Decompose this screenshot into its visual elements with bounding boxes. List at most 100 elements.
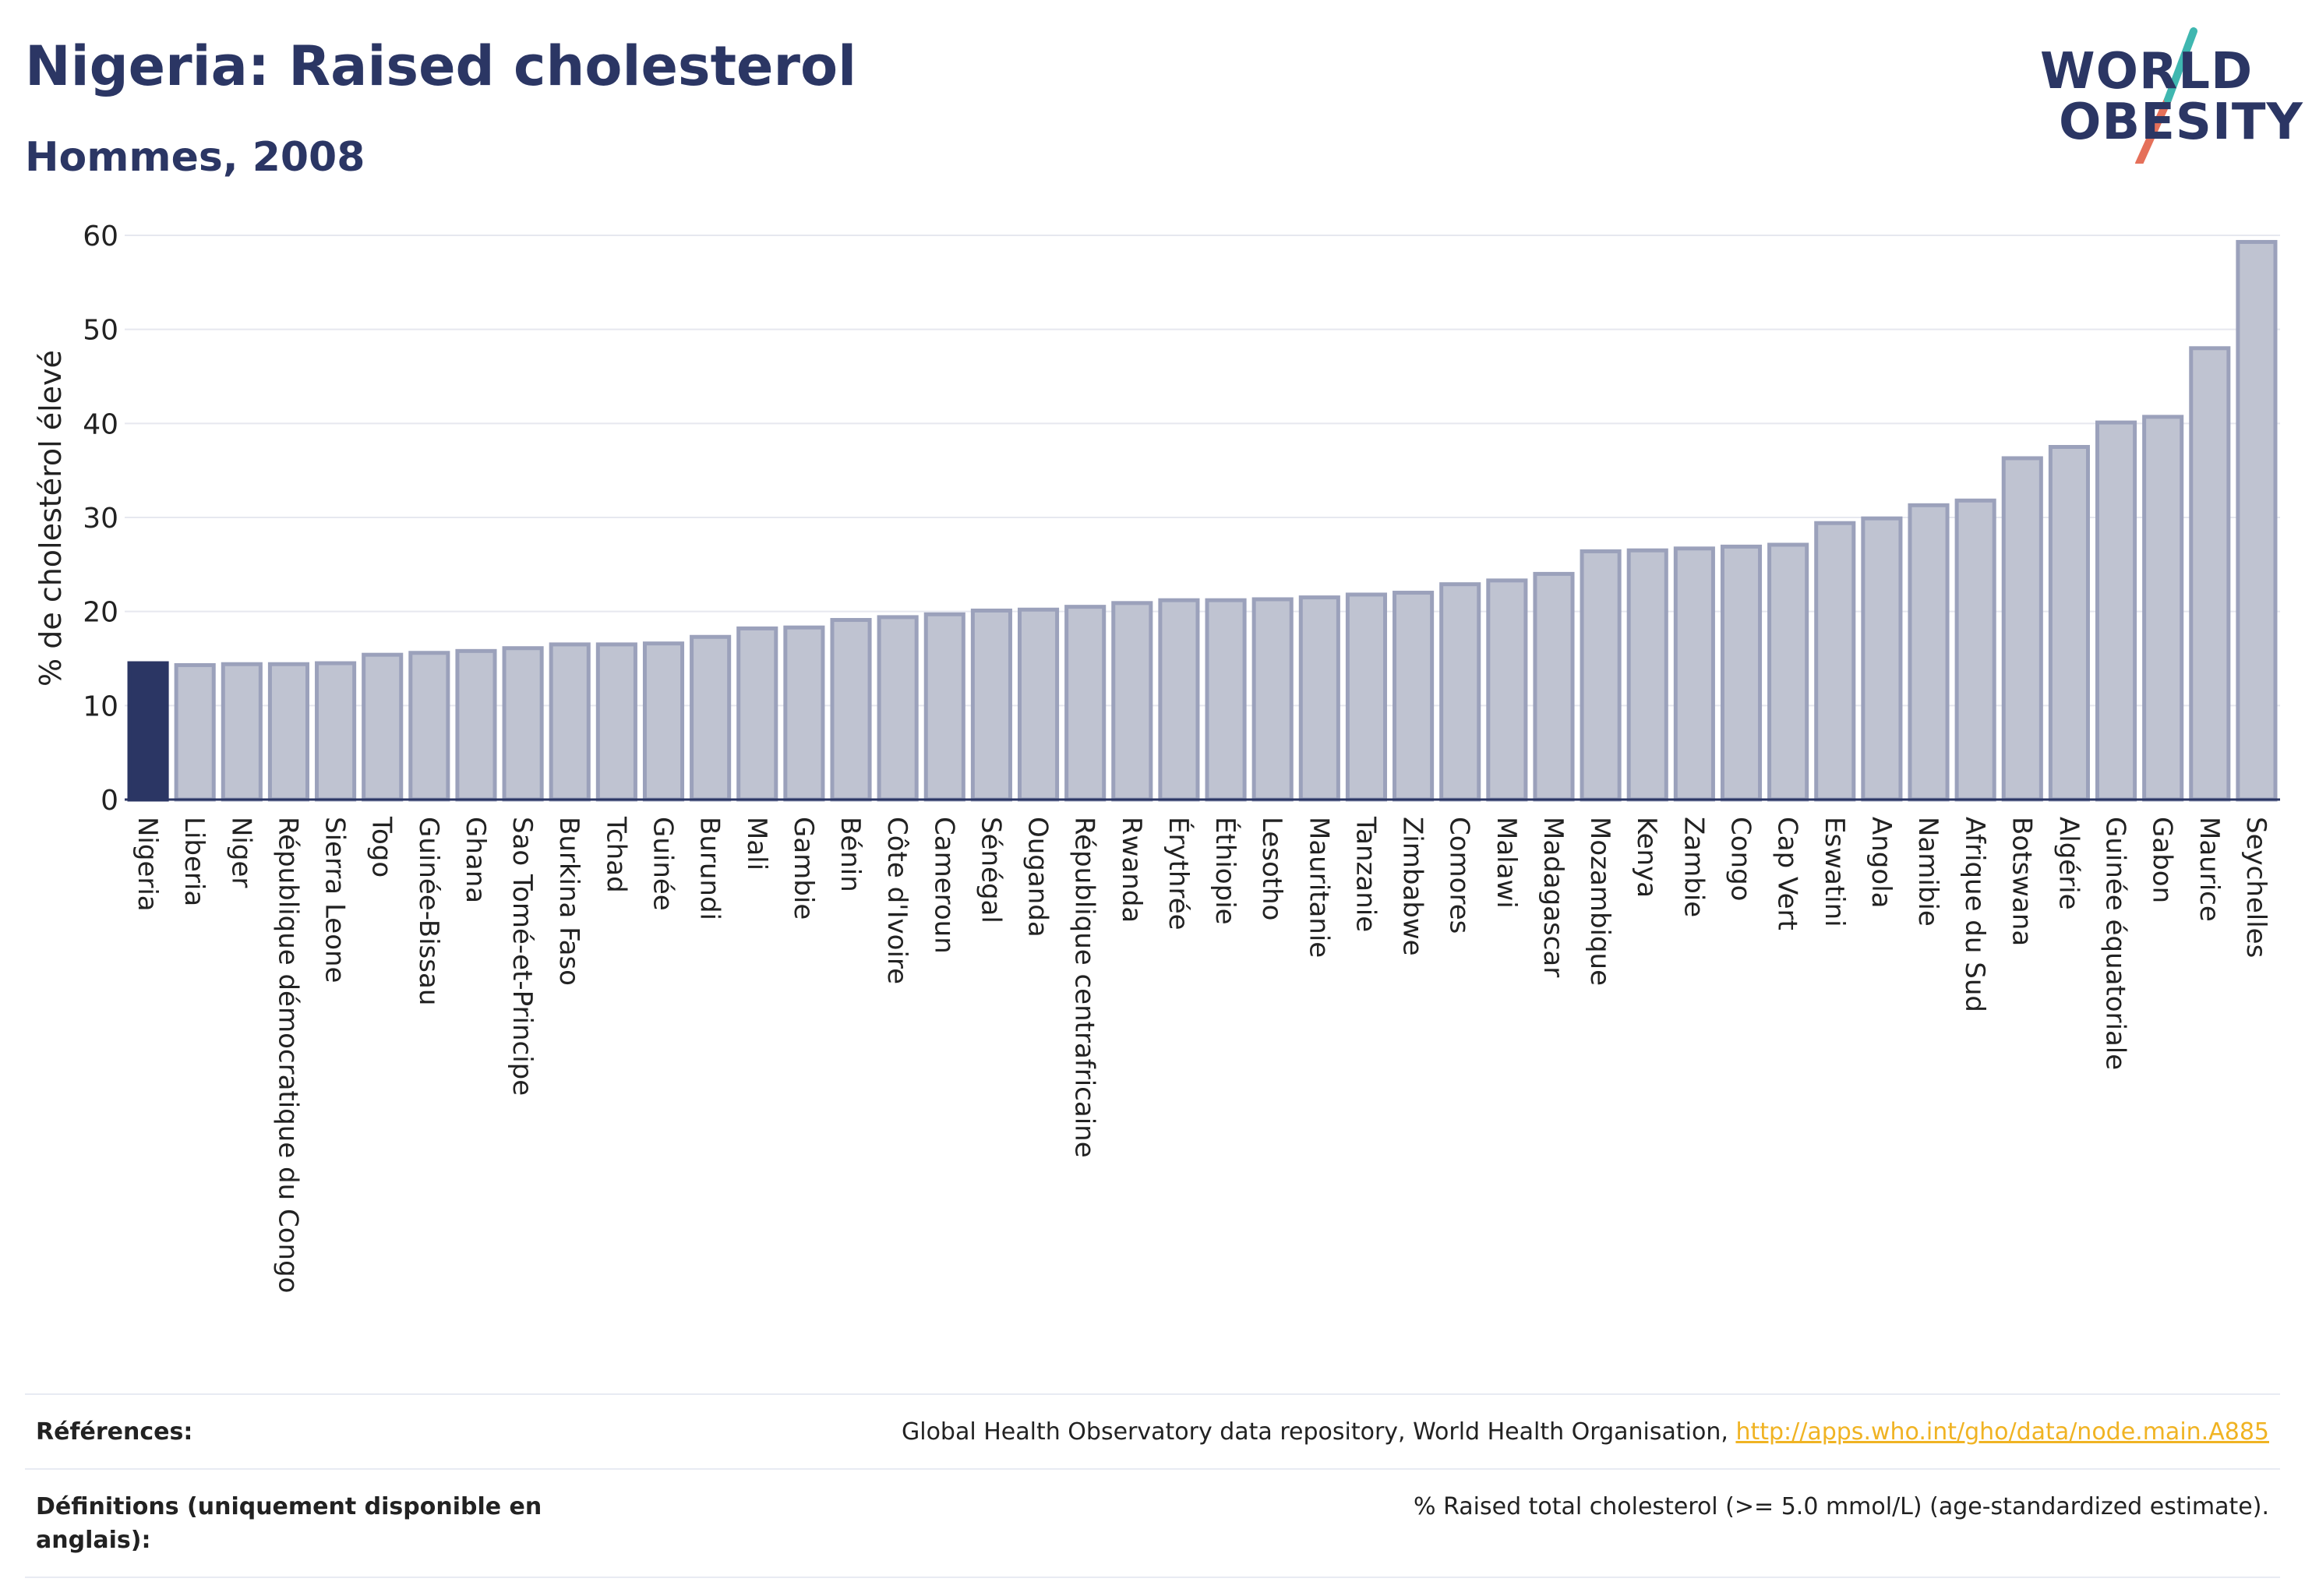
x-tick-label: Gambie	[788, 817, 819, 920]
bar-30[interactable]	[1533, 571, 1575, 802]
references-text: Global Health Observatory data repositor…	[902, 1418, 1728, 1446]
x-tick-label: Eswatini	[1819, 817, 1850, 927]
x-tick-label: Algérie	[2053, 817, 2084, 910]
x-tick-label: Tanzanie	[1350, 816, 1381, 932]
bar-43[interactable]	[2142, 415, 2184, 802]
bar-6[interactable]	[408, 651, 450, 802]
bar-9[interactable]	[549, 642, 591, 802]
bar-15[interactable]	[830, 618, 872, 802]
y-tick-label: 20	[83, 597, 118, 629]
bar-20[interactable]	[1064, 605, 1107, 802]
x-tick-label: Botswana	[2006, 817, 2037, 946]
y-tick-label: 40	[83, 408, 118, 440]
bar-2[interactable]	[221, 662, 263, 802]
y-tick-label: 30	[83, 503, 118, 535]
references-link[interactable]: http://apps.who.int/gho/data/node.main.A…	[1735, 1418, 2269, 1446]
bar-7[interactable]	[455, 648, 497, 802]
x-tick-label: Tchad	[600, 816, 631, 893]
y-tick-label: 50	[83, 315, 118, 347]
x-tick-label: Seychelles	[2240, 817, 2271, 958]
bar-26[interactable]	[1345, 592, 1388, 802]
x-tick-label: Guinée	[648, 817, 679, 911]
x-tick-label: République centrafricaine	[1069, 817, 1100, 1158]
bar-39[interactable]	[1954, 498, 1996, 802]
x-tick-label: Burundi	[694, 817, 725, 920]
bar-16[interactable]	[877, 615, 919, 802]
x-tick-label: Rwanda	[1116, 817, 1147, 923]
x-tick-label: Cap Vert	[1772, 817, 1803, 930]
bar-10[interactable]	[595, 642, 637, 802]
bar-35[interactable]	[1767, 542, 1809, 802]
bar-41[interactable]	[2048, 445, 2090, 802]
x-tick-label: Liberia	[178, 817, 210, 906]
x-tick-label: Ghana	[460, 817, 491, 903]
references-label: Références:	[36, 1418, 193, 1446]
bar-33[interactable]	[1673, 546, 1715, 802]
x-tick-label: Congo	[1725, 817, 1756, 901]
bar-45[interactable]	[2236, 239, 2278, 802]
bar-28[interactable]	[1439, 582, 1481, 802]
bar-4[interactable]	[315, 661, 357, 802]
x-tick-label: Angola	[1866, 817, 1897, 908]
bar-0[interactable]	[127, 661, 169, 802]
chart-title: Nigeria: Raised cholesterol	[25, 34, 857, 98]
bar-37[interactable]	[1861, 516, 1903, 802]
x-tick-label: Guinée équatoriale	[2100, 817, 2131, 1070]
x-tick-label: Afrique du Sud	[1959, 817, 1990, 1012]
bar-17[interactable]	[923, 612, 965, 802]
logo-slash-icon	[2135, 27, 2197, 164]
x-tick-label: Lesotho	[1256, 817, 1287, 920]
bar-22[interactable]	[1158, 598, 1200, 802]
x-tick-label: Kenya	[1631, 817, 1662, 898]
y-tick-label: 0	[101, 785, 118, 817]
bar-42[interactable]	[2095, 420, 2137, 802]
bar-32[interactable]	[1626, 548, 1668, 802]
bar-13[interactable]	[736, 626, 778, 802]
logo-line-2: OBESITY	[2059, 94, 2303, 151]
x-tick-label: Zimbabwe	[1397, 817, 1428, 956]
bar-18[interactable]	[970, 608, 1012, 802]
bar-31[interactable]	[1580, 549, 1622, 802]
x-tick-label: Sénégal	[975, 817, 1006, 923]
x-tick-label: Mauritanie	[1303, 817, 1334, 958]
x-tick-label: Mali	[741, 817, 772, 870]
bar-3[interactable]	[267, 662, 310, 802]
y-axis-label: % de cholestérol élevé	[34, 350, 68, 687]
bar-36[interactable]	[1814, 521, 1856, 802]
bar-38[interactable]	[1908, 503, 1950, 802]
x-tick-label: Burkina Faso	[553, 817, 584, 986]
x-tick-label: Maurice	[2194, 817, 2225, 922]
bar-23[interactable]	[1205, 598, 1247, 802]
bar-29[interactable]	[1486, 578, 1528, 802]
world-obesity-logo: WORLD OBESITY	[2034, 23, 2303, 164]
chart-subtitle: Hommes, 2008	[25, 134, 365, 181]
bar-19[interactable]	[1017, 607, 1060, 802]
bar-40[interactable]	[2001, 456, 2043, 802]
references-row: Références: Global Health Observatory da…	[25, 1393, 2280, 1468]
x-tick-label: Togo	[366, 816, 397, 877]
bar-44[interactable]	[2189, 346, 2231, 802]
bar-8[interactable]	[502, 646, 544, 802]
bar-25[interactable]	[1298, 595, 1340, 802]
logo-line-1: WORLD	[2040, 43, 2254, 101]
x-tick-label: Sierra Leone	[319, 817, 351, 983]
y-axis: 0 10 20 30 40 50 60	[83, 221, 118, 817]
x-tick-label: Comores	[1444, 817, 1475, 934]
x-tick-label: Nigeria	[132, 817, 163, 912]
x-tick-label: Guinée-Bissau	[413, 817, 444, 1005]
bar-12[interactable]	[690, 634, 732, 802]
bar-27[interactable]	[1393, 591, 1435, 802]
bar-11[interactable]	[642, 641, 685, 802]
definitions-label: Définitions (uniquement disponible en an…	[36, 1492, 542, 1555]
x-tick-label: Malawi	[1491, 817, 1522, 909]
x-tick-label: Érythrée	[1163, 817, 1195, 930]
definitions-row: Définitions (uniquement disponible en an…	[25, 1467, 2280, 1578]
bar-34[interactable]	[1720, 544, 1763, 802]
bar-1[interactable]	[174, 662, 216, 802]
bar-24[interactable]	[1251, 597, 1294, 802]
bar-5[interactable]	[362, 652, 404, 802]
bar-21[interactable]	[1111, 601, 1153, 802]
bar-14[interactable]	[783, 625, 825, 802]
x-tick-label: Zambie	[1678, 817, 1709, 917]
x-tick-label: Ouganda	[1022, 817, 1054, 937]
